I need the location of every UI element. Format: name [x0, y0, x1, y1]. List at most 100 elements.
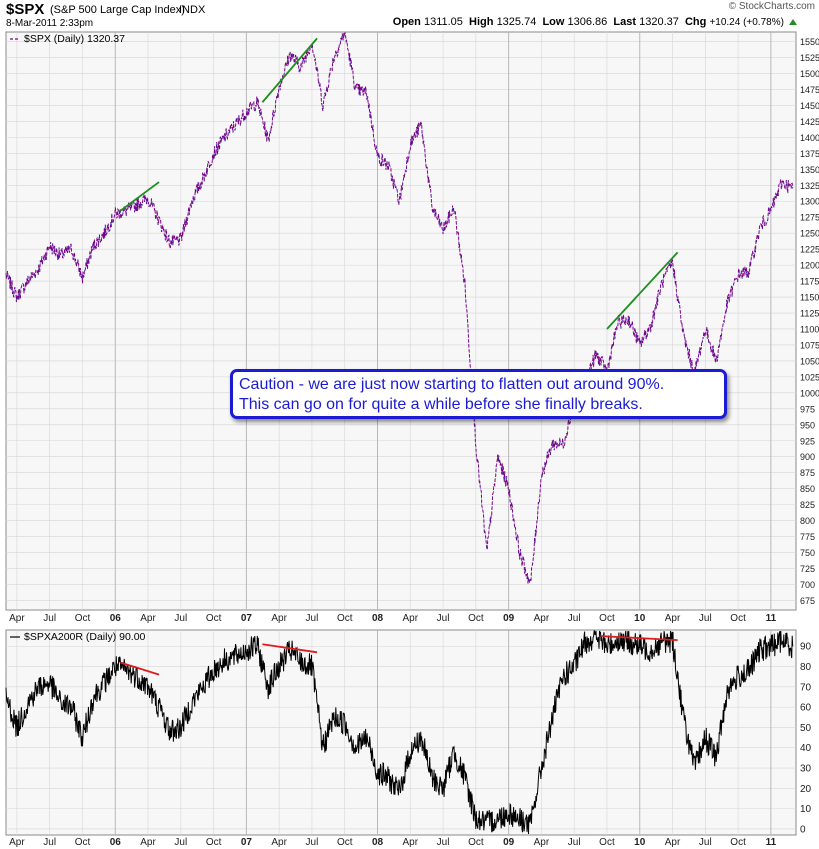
y-tick-label: 70	[800, 682, 812, 693]
y-tick-label: 950	[800, 420, 815, 430]
breadth-panel: 0 10 20 30 40 50 60 70 80 90 Apr Jul Oct 06 Apr Jul Oct 0…	[5, 629, 812, 848]
y-tick-label: 1150	[800, 293, 819, 303]
annotation-callout: Caution - we are just now starting to fl…	[230, 369, 727, 419]
high-value: 1325.74	[496, 16, 537, 28]
legend-label: $SPXA200R (Daily) 90.00	[24, 631, 146, 643]
legend-label: $SPX (Daily) 1320.37	[24, 33, 125, 45]
y-tick-label: 1050	[800, 356, 819, 366]
y-tick-label: 1525	[800, 53, 819, 63]
trendline-red	[262, 643, 318, 654]
low-value: 1306.86	[567, 16, 608, 28]
x-tick-label: Jul	[437, 613, 450, 624]
y-tick-label: 40	[800, 743, 812, 754]
y-tick-label: 775	[800, 532, 815, 542]
x-tick-label: Oct	[75, 837, 91, 848]
x-tick-label: Apr	[665, 613, 681, 624]
y-tick-label: 1225	[800, 245, 819, 255]
annotation-line-2: This can go on for quite a while before …	[239, 396, 643, 413]
y-tick-label: 1250	[800, 229, 819, 239]
x-tick-label: Apr	[9, 837, 25, 848]
y-tick-label: 1025	[800, 372, 819, 382]
y-tick-label: 1100	[800, 324, 819, 334]
x-tick-label: Jul	[306, 613, 319, 624]
x-tick-label: Oct	[730, 613, 746, 624]
quote-bar: Open 1311.05 High 1325.74 Low 1306.86 La…	[393, 16, 797, 28]
y-tick-label: 1175	[800, 277, 819, 287]
y-tick-label: 1125	[800, 309, 819, 319]
x-tick-label: Apr	[403, 613, 419, 624]
annotation-line-1: Caution - we are just now starting to fl…	[239, 376, 665, 393]
x-tick-label: Apr	[403, 837, 419, 848]
y-tick-label: 725	[800, 564, 815, 574]
y-tick-label: 900	[800, 452, 815, 462]
y-tick-label: 1325	[800, 181, 819, 191]
y-tick-label: 1300	[800, 197, 819, 207]
trendline-red	[120, 661, 160, 676]
x-tick-label: Apr	[140, 837, 156, 848]
x-tick-label: Oct	[206, 837, 222, 848]
high-label: High	[469, 16, 494, 28]
y-tick-label: 1200	[800, 261, 819, 271]
trendline-green	[261, 37, 318, 103]
x-tick-label: 10	[634, 613, 646, 624]
y-tick-label: 1350	[800, 165, 819, 175]
x-tick-label: Apr	[271, 613, 287, 624]
timestamp: 8-Mar-2011 2:33pm	[6, 18, 94, 29]
x-tick-label: 11	[766, 837, 777, 848]
x-tick-label: Apr	[271, 837, 287, 848]
y-tick-label: 825	[800, 500, 815, 510]
y-tick-label: 750	[800, 548, 815, 558]
x-tick-label: Jul	[568, 837, 581, 848]
open-value: 1311.05	[423, 16, 463, 28]
x-tick-label: Oct	[730, 837, 746, 848]
open-label: Open	[392, 16, 421, 28]
y-tick-label: 1425	[800, 117, 819, 127]
y-tick-label: 60	[800, 703, 812, 714]
x-tick-label: Oct	[468, 837, 484, 848]
x-tick-label: Oct	[206, 613, 222, 624]
y-tick-label: 1550	[800, 37, 819, 47]
x-tick-label: 09	[503, 613, 515, 624]
trendline-green	[119, 181, 160, 212]
legend: $SPX (Daily) 1320.37	[10, 33, 125, 45]
x-tick-label: 09	[503, 837, 515, 848]
x-tick-label: 07	[241, 613, 253, 624]
price-panel: 675 700 725 750 775 800 825 850 875 900 925 950 975 1…	[5, 31, 819, 624]
y-tick-label: 0	[800, 824, 806, 835]
y-tick-label: 800	[800, 516, 815, 526]
exchange-label: INDX	[179, 4, 206, 16]
legend: $SPXA200R (Daily) 90.00	[10, 631, 146, 643]
y-tick-label: 50	[800, 723, 812, 734]
last-value: 1320.37	[639, 16, 679, 28]
symbol-label: $SPX	[6, 1, 45, 18]
trendline-red	[601, 635, 678, 642]
x-tick-label: Apr	[665, 837, 681, 848]
y-tick-label: 875	[800, 468, 815, 478]
y-tick-label: 10	[800, 804, 812, 815]
x-tick-label: Jul	[699, 837, 712, 848]
trendline-green	[606, 251, 679, 330]
x-tick-label: Jul	[43, 837, 56, 848]
x-tick-label: Oct	[599, 837, 615, 848]
y-tick-label: 1500	[800, 69, 819, 79]
y-tick-label: 1075	[800, 340, 819, 350]
plot-frame	[5, 629, 797, 836]
x-tick-label: Oct	[337, 837, 353, 848]
x-tick-label: 06	[110, 837, 122, 848]
x-tick-label: 08	[372, 613, 384, 624]
index-name: (S&P 500 Large Cap Index)	[50, 4, 185, 16]
y-tick-label: 975	[800, 404, 815, 414]
x-tick-label: 08	[372, 837, 384, 848]
low-label: Low	[542, 16, 565, 28]
chg-value: +10.24 (+0.78%)	[709, 17, 784, 28]
y-tick-label: 700	[800, 580, 815, 590]
y-tick-label: 80	[800, 662, 812, 673]
x-tick-label: Oct	[75, 613, 91, 624]
y-tick-label: 675	[800, 596, 815, 606]
x-tick-label: 11	[766, 613, 777, 624]
up-arrow-icon	[789, 19, 797, 25]
y-tick-label: 1400	[800, 133, 819, 143]
x-tick-label: Jul	[306, 837, 319, 848]
y-tick-label: 20	[800, 784, 812, 795]
